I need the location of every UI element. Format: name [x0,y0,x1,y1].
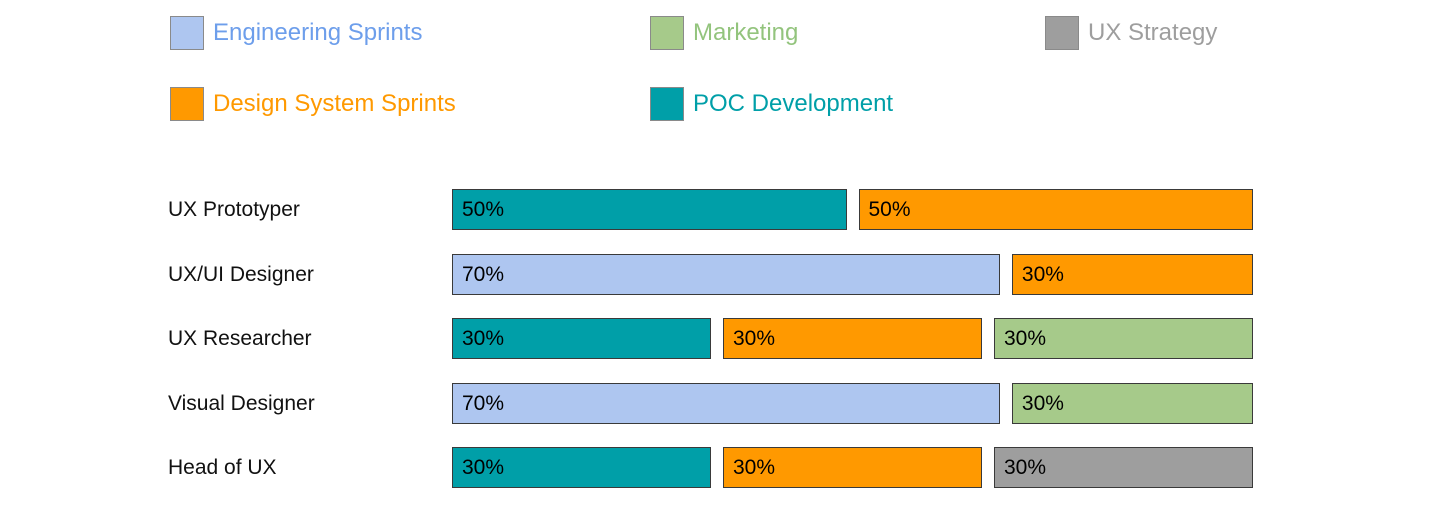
segment-value-label: 30% [733,326,776,350]
bar-segment-poc-development: 50% [452,189,847,230]
bar-segment-marketing: 30% [1011,383,1253,424]
bar-segment-marketing: 30% [994,318,1253,359]
bar-segment-design-system-sprints: 30% [723,318,982,359]
bar-segment-design-system-sprints: 50% [858,189,1253,230]
bar-segment-poc-development: 30% [452,318,711,359]
legend-item-poc-development: POC Development [650,86,893,122]
legend-swatch-ux-strategy [1045,16,1079,50]
legend-swatch-design-system-sprints [170,87,204,121]
bar-row-ux-prototyper: UX Prototyper 50% 50% [0,189,1433,230]
segment-value-label: 30% [1004,455,1047,479]
bar-segment-design-system-sprints: 30% [1011,254,1253,295]
bar-segment-engineering-sprints: 70% [452,254,1000,295]
category-label: UX Researcher [168,326,312,350]
segment-value-label: 70% [462,391,505,415]
category-label: UX/UI Designer [168,262,314,286]
bar-segment-design-system-sprints: 30% [723,447,982,488]
segment-value-label: 30% [1021,262,1064,286]
bar-row-head-of-ux: Head of UX 30% 30% 30% [0,447,1433,488]
bar-track: 50% 50% [452,189,1253,230]
bar-row-ux-ui-designer: UX/UI Designer 70% 30% [0,254,1433,295]
category-label: UX Prototyper [168,197,300,221]
bar-segment-poc-development: 30% [452,447,711,488]
bar-track: 70% 30% [452,383,1253,424]
segment-value-label: 30% [1004,326,1047,350]
segment-value-label: 30% [1021,391,1064,415]
bar-track: 30% 30% 30% [452,318,1253,359]
bar-row-ux-researcher: UX Researcher 30% 30% 30% [0,318,1433,359]
bar-track: 30% 30% 30% [452,447,1253,488]
legend-label: POC Development [693,90,894,117]
legend-label: UX Strategy [1088,19,1218,46]
segment-value-label: 70% [462,262,505,286]
legend-item-marketing: Marketing [650,15,798,51]
legend-item-engineering-sprints: Engineering Sprints [170,15,422,51]
category-label: Visual Designer [168,391,315,415]
legend-label: Design System Sprints [213,90,456,117]
bar-track: 70% 30% [452,254,1253,295]
legend-label: Marketing [693,19,799,46]
bar-row-visual-designer: Visual Designer 70% 30% [0,383,1433,424]
legend-item-ux-strategy: UX Strategy [1045,15,1217,51]
bar-segment-engineering-sprints: 70% [452,383,1000,424]
segment-value-label: 30% [462,455,505,479]
legend-swatch-poc-development [650,87,684,121]
category-label: Head of UX [168,455,277,479]
legend-swatch-engineering-sprints [170,16,204,50]
segment-value-label: 30% [733,455,776,479]
segment-value-label: 50% [462,197,505,221]
segment-value-label: 50% [868,197,911,221]
bar-segment-ux-strategy: 30% [994,447,1253,488]
legend-label: Engineering Sprints [213,19,423,46]
legend-item-design-system-sprints: Design System Sprints [170,86,456,122]
segment-value-label: 30% [462,326,505,350]
legend-swatch-marketing [650,16,684,50]
